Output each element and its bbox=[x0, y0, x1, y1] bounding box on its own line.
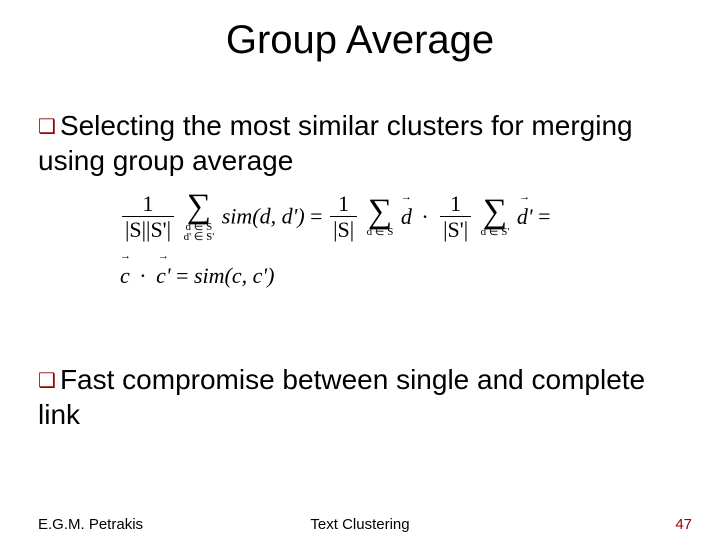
sum-3: ∑ d ∈ S' bbox=[481, 195, 510, 239]
bullet-2-text: Fast compromise between single and compl… bbox=[38, 364, 645, 430]
formula-line-2: → c · → c' = sim(c, c') bbox=[120, 261, 640, 289]
sum-3-lower: d ∈ S' bbox=[481, 227, 510, 239]
fraction-3-num: 1 bbox=[440, 192, 471, 217]
fraction-1-den: |S||S'| bbox=[122, 217, 174, 241]
footer-page-number: 47 bbox=[675, 516, 692, 533]
vector-cp-label: c' bbox=[156, 263, 170, 288]
fraction-3: 1 |S'| bbox=[440, 192, 471, 241]
footer-topic: Text Clustering bbox=[0, 516, 720, 533]
equals-trailing: = bbox=[538, 204, 550, 229]
dot-2: · bbox=[139, 263, 146, 288]
bullet-1-text: Selecting the most similar clusters for … bbox=[38, 110, 633, 176]
vector-dp-label: d' bbox=[517, 204, 533, 229]
vector-d: → d bbox=[401, 204, 412, 230]
vector-c-prime: → c' bbox=[156, 263, 170, 289]
sim-dd: sim(d, d') bbox=[222, 204, 305, 229]
bullet-marker-icon: ❑ bbox=[38, 116, 56, 138]
equals-1: = bbox=[310, 204, 322, 229]
sigma-icon: ∑ bbox=[483, 193, 507, 230]
fraction-1-num: 1 bbox=[122, 192, 174, 217]
slide-title: Group Average bbox=[0, 18, 720, 63]
formula-block: 1 |S||S'| ∑ d ∈ S d' ∈ S' sim(d, d') = 1… bbox=[120, 190, 640, 340]
sigma-icon: ∑ bbox=[187, 188, 211, 225]
dot-1: · bbox=[421, 204, 428, 229]
bullet-2: ❑Fast compromise between single and comp… bbox=[38, 362, 690, 432]
vector-d-label: d bbox=[401, 204, 412, 229]
fraction-2-num: 1 bbox=[330, 192, 357, 217]
vector-arrow-icon: → bbox=[401, 192, 412, 203]
vector-arrow-icon: → bbox=[517, 192, 533, 203]
vector-d-prime: → d' bbox=[517, 204, 533, 230]
sum-1: ∑ d ∈ S d' ∈ S' bbox=[184, 190, 215, 243]
sum-1-lower-b: d' ∈ S' bbox=[184, 232, 215, 244]
sum-2: ∑ d ∈ S bbox=[367, 195, 394, 239]
bullet-1: ❑Selecting the most similar clusters for… bbox=[38, 108, 690, 178]
vector-c: → c bbox=[120, 263, 130, 289]
slide: Group Average ❑Selecting the most simila… bbox=[0, 0, 720, 540]
vector-arrow-icon: → bbox=[156, 251, 170, 262]
fraction-2-den: |S| bbox=[330, 217, 357, 241]
formula-line-1: 1 |S||S'| ∑ d ∈ S d' ∈ S' sim(d, d') = 1… bbox=[120, 190, 640, 243]
sum-2-lower: d ∈ S bbox=[367, 227, 394, 239]
sim-cc: sim(c, c') bbox=[194, 263, 274, 288]
sigma-icon: ∑ bbox=[368, 193, 392, 230]
fraction-3-den: |S'| bbox=[440, 217, 471, 241]
equals-2: = bbox=[176, 263, 188, 288]
bullet-marker-icon: ❑ bbox=[38, 370, 56, 392]
fraction-2: 1 |S| bbox=[330, 192, 357, 241]
fraction-1: 1 |S||S'| bbox=[122, 192, 174, 241]
vector-arrow-icon: → bbox=[120, 251, 130, 262]
vector-c-label: c bbox=[120, 263, 130, 288]
